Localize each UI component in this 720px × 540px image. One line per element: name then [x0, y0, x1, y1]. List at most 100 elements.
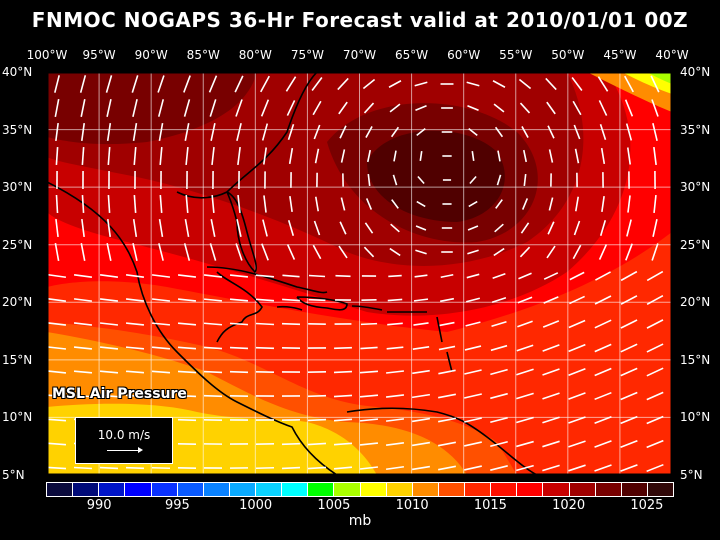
- wind-arrow: [340, 149, 346, 163]
- wind-arrow: [364, 222, 374, 234]
- wind-arrow: [388, 274, 402, 278]
- lat-label: 30°N: [680, 180, 711, 195]
- reference-vector-box: 10.0 m/s: [75, 417, 173, 464]
- wind-arrow: [627, 195, 631, 213]
- wind-arrow: [210, 123, 216, 141]
- wind-arrow: [542, 368, 560, 376]
- wind-arrow: [255, 298, 275, 302]
- wind-arrow: [392, 174, 398, 186]
- wind-arrow: [493, 247, 505, 257]
- wind-arrow: [263, 195, 267, 213]
- wind-arrow: [620, 343, 638, 353]
- wind-arrow: [333, 418, 353, 422]
- wind-arrow: [365, 126, 373, 138]
- colorbar-tick-label: 1020: [552, 498, 586, 513]
- wind-arrow: [177, 418, 197, 422]
- lon-label: 60°W: [447, 48, 481, 62]
- wind-arrow: [106, 99, 112, 117]
- wind-arrow: [385, 465, 405, 471]
- wind-arrow: [413, 298, 429, 302]
- colorbar-swatch: [569, 483, 595, 496]
- wind-arrow: [523, 173, 527, 187]
- wind-arrow: [366, 149, 372, 163]
- lat-label: 25°N: [2, 237, 33, 252]
- wind-arrow: [287, 220, 295, 236]
- wind-arrow: [99, 394, 119, 398]
- colorbar-swatch: [360, 483, 386, 496]
- wind-arrow: [334, 346, 352, 350]
- map-title: FNMOC NOGAPS 36-Hr Forecast valid at 201…: [31, 8, 689, 32]
- colorbar-swatch: [621, 483, 647, 496]
- wind-arrow: [516, 368, 534, 376]
- wind-arrow: [288, 147, 294, 165]
- wind-arrow: [438, 393, 456, 399]
- wind-arrow: [569, 295, 585, 305]
- wind-arrow: [184, 123, 190, 141]
- wind-arrow: [546, 245, 556, 259]
- wind-arrow: [620, 367, 638, 377]
- wind-arrow: [132, 243, 138, 261]
- wind-arrow: [599, 124, 607, 140]
- colorbar-swatch: [282, 483, 308, 496]
- wind-arrow: [133, 194, 137, 214]
- wind-arrow: [548, 197, 554, 211]
- colorbar-swatch: [517, 483, 543, 496]
- colorbar-swatch: [47, 483, 73, 496]
- wind-arrow: [47, 418, 67, 422]
- wind-arrow: [55, 146, 59, 166]
- wind-arrow: [620, 319, 638, 329]
- wind-arrow: [466, 273, 480, 279]
- wind-arrow: [99, 298, 119, 302]
- wind-arrow: [542, 392, 560, 400]
- wind-arrow: [47, 298, 67, 302]
- wind-arrow: [469, 175, 477, 185]
- lat-label: 5°N: [2, 468, 25, 482]
- wind-arrow: [307, 394, 327, 398]
- wind-arrow: [651, 243, 659, 261]
- wind-arrow: [389, 247, 401, 257]
- wind-arrow: [490, 344, 508, 352]
- wind-arrow: [516, 440, 534, 448]
- wind-arrow: [542, 440, 560, 448]
- wind-arrow: [646, 463, 664, 473]
- wind-arrow: [543, 272, 559, 280]
- wind-arrow: [47, 273, 67, 279]
- wind-arrow: [519, 102, 531, 114]
- wind-arrow: [285, 76, 297, 92]
- wind-arrow: [569, 271, 585, 281]
- lon-label: 80°W: [238, 48, 272, 62]
- wind-arrow: [519, 246, 531, 258]
- colorbar-swatch: [203, 483, 229, 496]
- reference-arrow-icon: [107, 447, 143, 453]
- wind-arrow: [492, 80, 506, 88]
- wind-arrow: [568, 343, 586, 353]
- wind-arrow: [99, 346, 119, 350]
- wind-arrow: [389, 103, 401, 113]
- colorbar-swatch: [73, 483, 99, 496]
- wind-arrow: [229, 298, 249, 302]
- wind-arrow: [620, 391, 638, 401]
- colorbar-swatch: [465, 483, 491, 496]
- wind-arrow: [390, 126, 400, 138]
- wind-arrow: [282, 274, 300, 278]
- wind-arrow: [391, 199, 399, 209]
- wind-arrow: [413, 322, 429, 326]
- wind-arrow: [490, 416, 508, 424]
- wind-arrow: [547, 221, 555, 235]
- wind-arrow: [646, 319, 664, 329]
- wind-arrow: [359, 466, 379, 470]
- wind-arrow: [496, 174, 502, 186]
- wind-arrow: [516, 464, 534, 472]
- wind-arrow: [517, 320, 533, 328]
- colorbar-swatch: [229, 483, 255, 496]
- wind-arrow: [620, 295, 638, 305]
- wind-arrow: [652, 219, 658, 237]
- wind-arrow: [73, 322, 93, 326]
- lon-label: 50°W: [551, 48, 585, 62]
- wind-arrow: [157, 99, 165, 117]
- wind-arrow: [312, 244, 322, 260]
- wind-arrow: [620, 439, 638, 449]
- wind-arrow: [520, 222, 530, 234]
- lat-label: 25°N: [680, 237, 711, 252]
- wind-arrow: [595, 271, 611, 281]
